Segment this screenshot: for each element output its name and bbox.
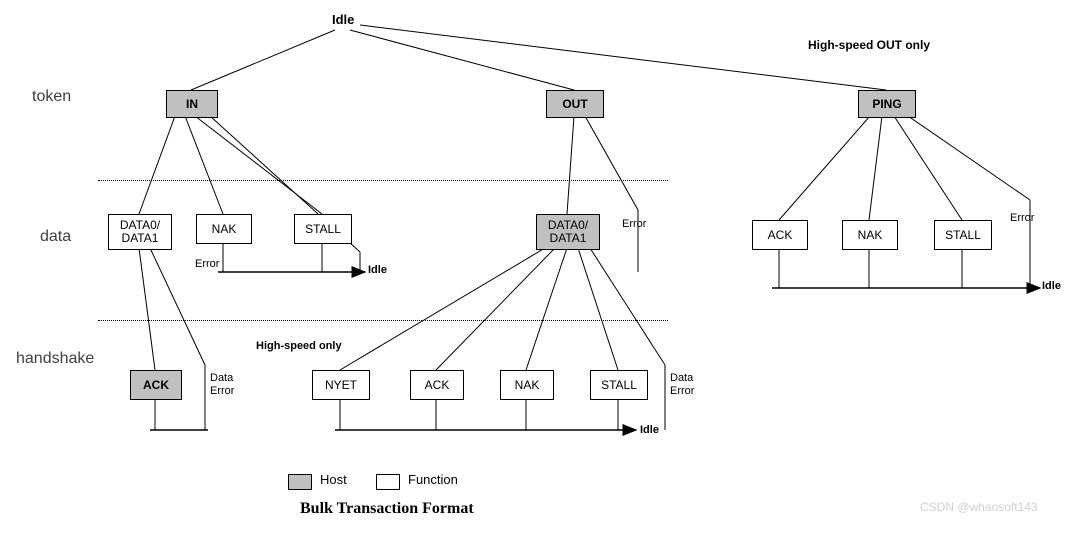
nak-ping-box: NAK: [842, 220, 898, 250]
legend-host-label: Host: [320, 472, 347, 487]
idle-top-label: Idle: [332, 12, 354, 27]
data-error1-label: Data Error: [210, 372, 234, 398]
stall-in-box: STALL: [294, 214, 352, 244]
stall-out-box: STALL: [590, 370, 648, 400]
data-row-label: data: [40, 228, 71, 246]
out-box: OUT: [546, 90, 604, 118]
ack-ping-box: ACK: [752, 220, 808, 250]
data01-out-box: DATA0/ DATA1: [536, 214, 600, 250]
idle-in-label: Idle: [368, 264, 387, 276]
error-out-label: Error: [622, 218, 646, 230]
diagram-container: Idle High-speed OUT only token data hand…: [0, 0, 1071, 533]
legend-func-label: Function: [408, 472, 458, 487]
ping-box: PING: [858, 90, 916, 118]
nak-out-box: NAK: [500, 370, 554, 400]
connector-lines: [0, 0, 1071, 533]
data01-in-box: DATA0/ DATA1: [108, 214, 172, 250]
ack-in-box: ACK: [130, 370, 182, 400]
hs-out-label: High-speed OUT only: [808, 38, 930, 52]
legend-host-box: [288, 474, 312, 490]
divider-2: [98, 320, 668, 321]
error-in-label: Error: [195, 258, 219, 270]
token-row-label: token: [32, 88, 71, 106]
handshake-row-label: handshake: [16, 350, 94, 368]
hs-only-label: High-speed only: [256, 340, 342, 352]
divider-1: [98, 180, 668, 181]
in-box: IN: [166, 90, 218, 118]
diagram-title: Bulk Transaction Format: [300, 500, 474, 518]
idle-bottom-label: Idle: [640, 424, 659, 436]
error-ping-label: Error: [1010, 212, 1034, 224]
nak-in-box: NAK: [196, 214, 252, 244]
nyet-box: NYET: [312, 370, 370, 400]
stall-ping-box: STALL: [934, 220, 992, 250]
watermark-text: CSDN @whaosoft143: [920, 500, 1038, 514]
legend-func-box: [376, 474, 400, 490]
ack-out-box: ACK: [410, 370, 464, 400]
idle-ping-label: Idle: [1042, 280, 1061, 292]
data-error2-label: Data Error: [670, 372, 694, 398]
